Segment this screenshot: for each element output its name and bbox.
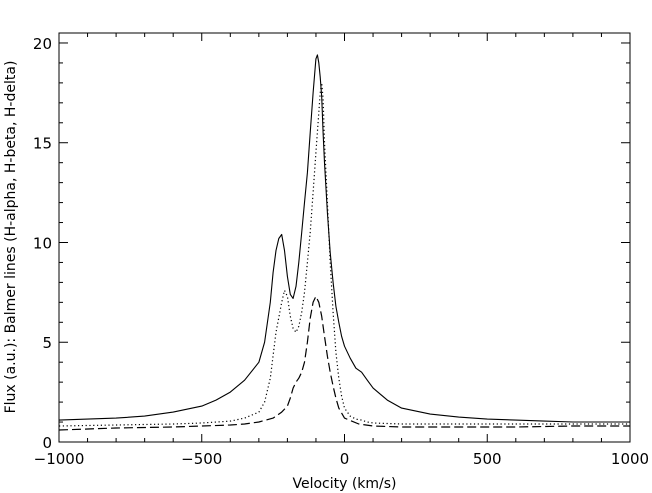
x-axis-label: Velocity (km/s) bbox=[292, 476, 396, 492]
series-line-solid bbox=[58, 54, 630, 423]
y-axis-label: Flux (a.u.): Balmer lines (H-alpha, H-be… bbox=[3, 61, 19, 414]
y-tick-label: 10 bbox=[33, 234, 52, 252]
series-layer bbox=[58, 54, 630, 431]
x-tick-label: −500 bbox=[181, 450, 222, 468]
y-tick-label: 5 bbox=[42, 334, 52, 352]
tick-label-layer: −1000 −500 0 500 1000 0 5 10 15 20 bbox=[33, 35, 649, 468]
x-tick-label: −1000 bbox=[34, 450, 85, 468]
x-tick-label: 1000 bbox=[611, 450, 649, 468]
y-tick-label: 20 bbox=[33, 35, 52, 53]
x-tick-label: 0 bbox=[340, 450, 350, 468]
series-line-dashed bbox=[58, 295, 630, 431]
series-line-dotted bbox=[58, 82, 630, 427]
x-tick-label: 500 bbox=[473, 450, 502, 468]
y-tick-label: 0 bbox=[42, 434, 52, 452]
plot-frame bbox=[58, 32, 631, 443]
tick-layer bbox=[58, 33, 631, 443]
y-tick-label: 15 bbox=[33, 135, 52, 153]
